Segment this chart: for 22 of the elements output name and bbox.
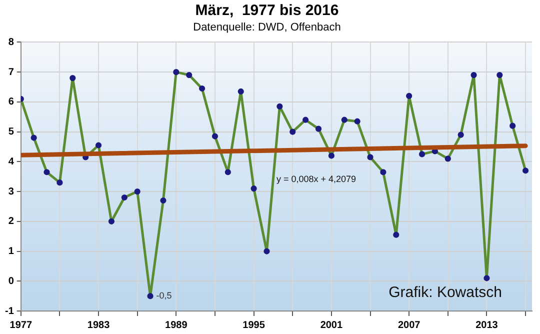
chart-title: März, 1977 bis 2016: [195, 2, 339, 20]
chart-subtitle: Datenquelle: DWD, Offenbach: [193, 22, 341, 34]
x-tick-label: 1983: [87, 320, 110, 331]
y-tick-label: -1: [4, 306, 14, 317]
x-tick-label: 1995: [242, 320, 266, 331]
x-tick-label: 2001: [320, 320, 343, 331]
y-tick-label: 1: [8, 246, 14, 258]
x-tick-label: 1989: [165, 320, 188, 331]
x-tick-label: 2013: [476, 320, 498, 331]
y-tick-label: 5: [8, 126, 14, 138]
annotation: Grafik: Kowatsch: [388, 284, 502, 302]
y-tick-label: 8: [8, 36, 14, 48]
data-label: -0,5: [156, 290, 172, 301]
x-tick-label: 2007: [398, 320, 421, 331]
x-tick-label: 1977: [10, 320, 32, 331]
y-tick-label: 4: [8, 156, 14, 168]
y-tick-label: 7: [8, 66, 14, 78]
annotation: y = 0,008x + 4,2079: [276, 174, 356, 184]
y-tick-label: 0: [8, 276, 14, 287]
y-tick-label: 3: [8, 186, 14, 198]
y-tick-label: 6: [8, 96, 14, 108]
y-tick-label: 2: [8, 216, 14, 228]
